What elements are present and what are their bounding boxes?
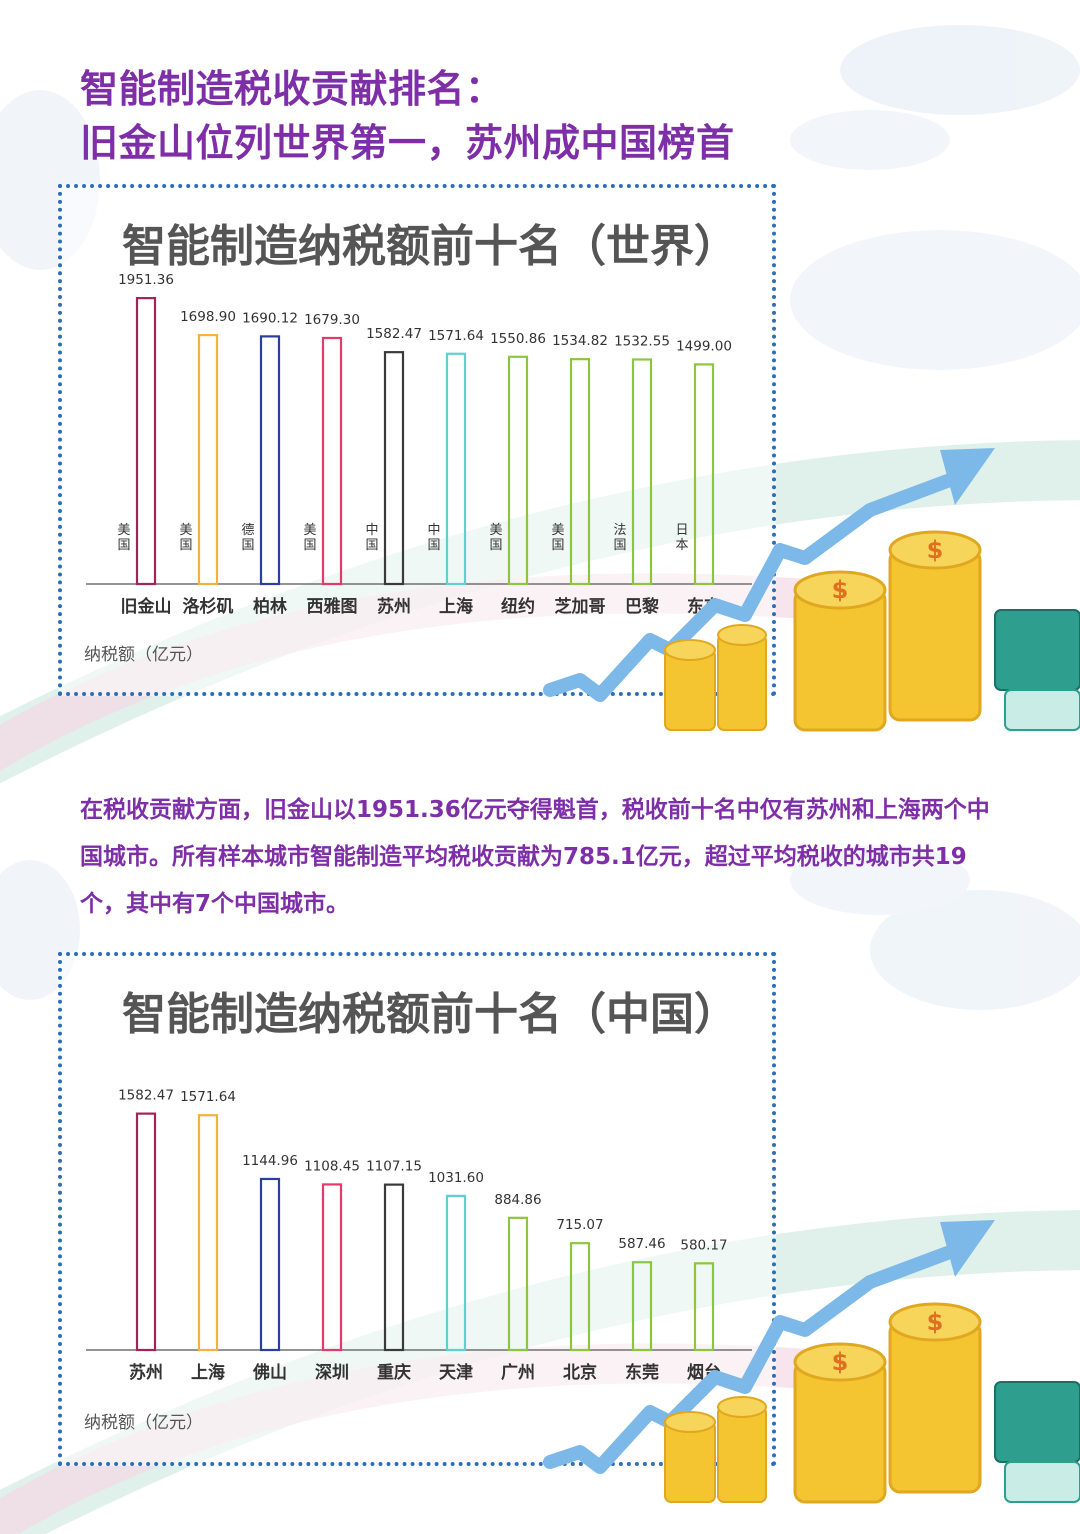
bar-1: [135, 297, 157, 586]
bar-8: [569, 1242, 591, 1352]
category-label-5: 重庆: [377, 1362, 411, 1383]
china-chart-title: 智能制造纳税额前十名（中国）: [122, 989, 738, 1040]
china-chart-panel: 智能制造纳税额前十名（中国） 1582.47 苏州 1571.64 上海 1144.96…: [58, 952, 776, 1466]
value-label-2: 1698.90: [180, 309, 236, 325]
bar-1: [135, 1112, 157, 1352]
value-label-4: 1679.30: [304, 312, 360, 328]
coin-stack-icon: $ $: [664, 530, 982, 732]
value-label-2: 1571.64: [180, 1089, 236, 1105]
category-label-6: 上海: [439, 596, 473, 617]
bar-8: [569, 358, 591, 586]
bar-10: [693, 363, 715, 586]
bar-3: [259, 335, 281, 586]
bar-5: [383, 351, 405, 586]
bar-2: [197, 1114, 219, 1352]
category-label-2: 上海: [191, 1362, 225, 1383]
category-label-2: 洛杉矶: [183, 596, 234, 617]
value-label-1: 1951.36: [118, 272, 174, 288]
category-label-5: 苏州: [377, 596, 411, 617]
world-chart-ylabel: 纳税额（亿元）: [84, 645, 203, 665]
country-label-8: 美国: [551, 523, 564, 553]
china-chart-ylabel: 纳税额（亿元）: [84, 1413, 203, 1433]
value-label-7: 884.86: [494, 1192, 541, 1208]
country-label-10: 日本: [675, 523, 688, 553]
value-label-7: 1550.86: [490, 331, 546, 347]
bar-5: [383, 1183, 405, 1352]
country-label-9: 法国: [613, 523, 626, 553]
growth-arrow-icon: [543, 473, 957, 702]
world-chart-title: 智能制造纳税额前十名（世界）: [122, 221, 738, 272]
china-chart-svg: 1582.47 苏州 1571.64 上海 1144.96 佛山 1108.45 深圳 1107…: [86, 1088, 752, 1383]
bar-7: [507, 1216, 529, 1352]
category-label-7: 广州: [501, 1362, 535, 1383]
value-label-5: 1582.47: [366, 326, 422, 342]
bar-4: [321, 336, 343, 586]
svg-text:$: $: [927, 1308, 944, 1336]
category-label-6: 天津: [439, 1362, 473, 1383]
category-label-1: 苏州: [129, 1362, 163, 1383]
bar-6: [445, 352, 467, 586]
country-label-7: 美国: [489, 523, 502, 553]
cash-stack-icon: [994, 609, 1080, 731]
bar-9: [631, 1261, 653, 1352]
value-label-10: 1499.00: [676, 338, 732, 354]
category-label-8: 芝加哥: [555, 596, 606, 617]
growth-arrow-icon: [543, 1245, 957, 1474]
category-label-7: 纽约: [501, 596, 535, 617]
growth-arrow-coins-illustration-2: $ $: [543, 1220, 1080, 1504]
bar-9: [631, 358, 653, 586]
value-label-3: 1144.96: [242, 1153, 298, 1169]
value-label-9: 1532.55: [614, 333, 670, 349]
bar-2: [197, 334, 219, 586]
bar-6: [445, 1194, 467, 1352]
category-label-4: 深圳: [315, 1362, 349, 1383]
world-chart-panel: 智能制造纳税额前十名（世界） 1951.36 旧金山 美国 1698.90 洛杉矶 美国 1…: [58, 184, 776, 696]
value-label-6: 1031.60: [428, 1170, 484, 1186]
bar-7: [507, 355, 529, 586]
bar-10: [693, 1262, 715, 1352]
bar-3: [259, 1177, 281, 1352]
value-label-4: 1108.45: [304, 1158, 360, 1174]
cash-stack-icon: [994, 1381, 1080, 1503]
category-label-9: 东莞: [625, 1362, 659, 1383]
value-label-3: 1690.12: [242, 310, 298, 326]
value-label-1: 1582.47: [118, 1088, 174, 1104]
world-chart-svg: 1951.36 旧金山 美国 1698.90 洛杉矶 美国 1690.12 柏林 德国 1679.…: [86, 272, 752, 617]
value-label-5: 1107.15: [366, 1159, 422, 1175]
svg-text:$: $: [927, 536, 944, 564]
category-label-3: 柏林: [253, 596, 287, 617]
headline-line-2: 旧金山位列世界第一，苏州成中国榜首: [80, 121, 735, 165]
value-label-9: 587.46: [618, 1236, 665, 1252]
country-label-3: 德国: [241, 523, 254, 553]
headline-line-1: 智能制造税收贡献排名：: [80, 67, 504, 111]
category-label-9: 巴黎: [625, 596, 659, 617]
country-label-1: 美国: [117, 523, 130, 553]
svg-text:$: $: [832, 576, 849, 604]
category-label-3: 佛山: [252, 1362, 287, 1383]
country-label-2: 美国: [179, 523, 192, 553]
category-label-1: 旧金山: [121, 596, 172, 617]
svg-text:$: $: [832, 1348, 849, 1376]
value-label-8: 715.07: [556, 1217, 603, 1233]
coin-stack-icon: $ $: [664, 1302, 982, 1504]
growth-arrow-coins-illustration: $ $: [543, 448, 1080, 732]
country-label-6: 中国: [427, 523, 440, 553]
arrowhead-icon: [940, 448, 995, 505]
country-label-5: 中国: [365, 523, 378, 553]
value-label-10: 580.17: [680, 1237, 727, 1253]
category-label-4: 西雅图: [307, 596, 358, 617]
bar-4: [321, 1183, 343, 1352]
country-label-4: 美国: [303, 523, 316, 553]
summary-paragraph: 在税收贡献方面，旧金山以1951.36亿元夺得魁首，税收前十名中仅有苏州和上海两…: [80, 797, 990, 917]
headline: 智能制造税收贡献排名： 旧金山位列世界第一，苏州成中国榜首: [80, 62, 1060, 170]
value-label-8: 1534.82: [552, 333, 608, 349]
category-label-8: 北京: [563, 1362, 597, 1383]
value-label-6: 1571.64: [428, 328, 484, 344]
arrowhead-icon: [940, 1220, 995, 1277]
